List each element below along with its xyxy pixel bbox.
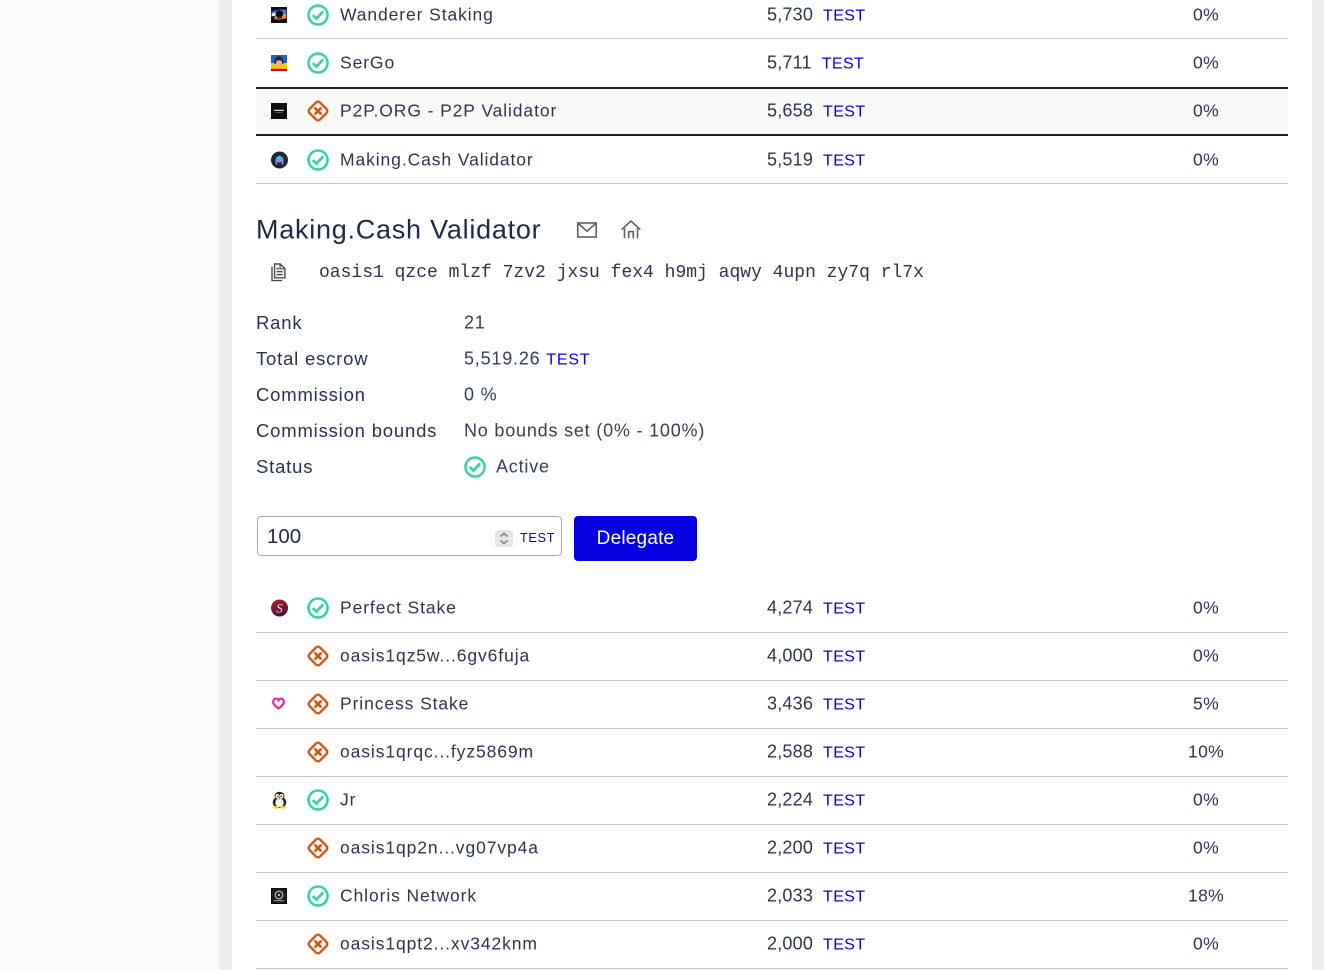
svg-text:S: S (276, 600, 283, 615)
